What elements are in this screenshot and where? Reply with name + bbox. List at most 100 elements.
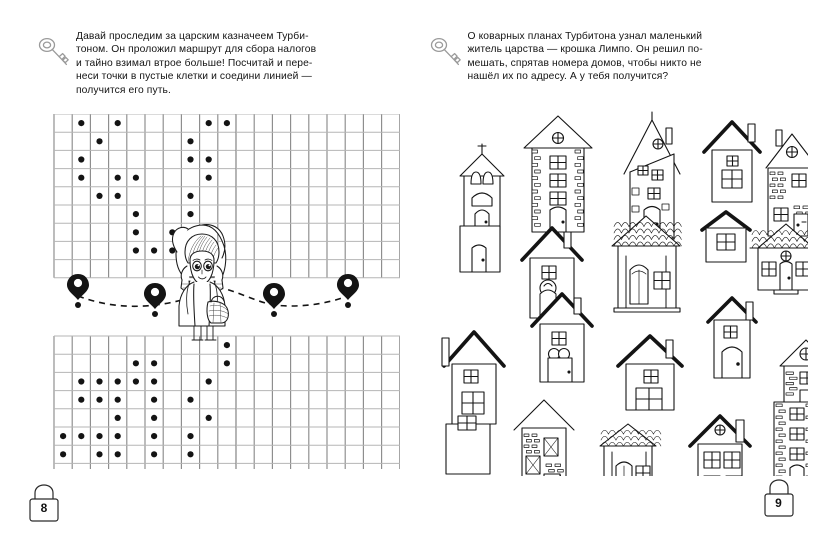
grid-dot: [78, 120, 85, 127]
grid-dot: [205, 174, 212, 181]
grid-dot: [132, 211, 139, 218]
grid-dot: [187, 433, 194, 440]
girl-with-basket: [164, 222, 242, 344]
grid-dot: [114, 414, 121, 421]
house-bell-tower: [458, 143, 505, 231]
house-cross-window: [778, 339, 808, 411]
instruction-line: тоном. Он проложил маршрут для сбора нал…: [76, 44, 317, 56]
grid-dot: [114, 433, 121, 440]
house-black-roof-center: [615, 334, 684, 411]
instruction-line: нашёл их по адресу. А у тебя получится?: [467, 71, 669, 83]
grid-dot: [205, 378, 212, 385]
house-small-plain-left: [458, 225, 501, 273]
grid-dot: [132, 247, 139, 254]
grid-dot: [151, 433, 158, 440]
house-black-roof-narrow-right: [705, 296, 758, 379]
map-pin: [67, 274, 89, 308]
grid-dot: [187, 156, 194, 163]
house-black-roof-small: [701, 120, 762, 203]
right-instruction-text: О коварных планах Турбитона узнал малень…: [468, 30, 780, 84]
instruction-line: житель царства — крошка Лимпо. Он решил …: [467, 44, 703, 56]
grid-dot: [187, 451, 194, 458]
house-plain-rect: [444, 415, 491, 475]
house-brick-cottage: [764, 129, 808, 237]
grid-dot: [96, 378, 103, 385]
instruction-line: Давай проследим за царским казначеем Тур…: [76, 31, 309, 42]
grid-dot: [205, 414, 212, 421]
instruction-line: О коварных планах Турбитона узнал малень…: [467, 31, 703, 42]
house-porch-shingle: [610, 215, 682, 313]
grid-bottom-right-empty-grid: [235, 335, 400, 469]
grid-dot: [114, 192, 121, 199]
page-number-left: 8: [22, 481, 66, 527]
grid-dot: [114, 378, 121, 385]
grid-dot: [78, 378, 85, 385]
house-tall-brick-right: [772, 401, 808, 476]
house-black-roof-tiny: [699, 210, 752, 263]
map-pin: [144, 283, 166, 317]
page-number-right-value: 9: [775, 496, 782, 510]
grid-dot: [151, 451, 158, 458]
left-page: Давай проследим за царским казначеем Тур…: [22, 30, 400, 527]
map-pin: [263, 283, 285, 317]
key-icon: [36, 34, 70, 74]
key-icon: [428, 34, 462, 74]
house-black-roof-steep-left: [440, 330, 506, 425]
grid-dot: [187, 211, 194, 218]
grid-dot: [132, 229, 139, 236]
grid-dot: [223, 342, 230, 349]
left-page-header: Давай проследим за царским казначеем Тур…: [36, 30, 381, 97]
house-wide-villa: [748, 223, 808, 295]
grid-dot: [151, 414, 158, 421]
page-number-left-value: 8: [40, 501, 48, 515]
grid-dot: [223, 360, 230, 367]
grid-dot: [114, 396, 121, 403]
grid-dot: [187, 396, 194, 403]
grid-dot: [132, 360, 139, 367]
grid-dot: [78, 156, 85, 163]
right-page-header: О коварных планах Турбитона узнал малень…: [428, 30, 788, 84]
page-number-right: 9: [757, 476, 801, 522]
left-instruction-text: Давай проследим за царским казначеем Тур…: [76, 30, 376, 97]
grid-dot: [114, 451, 121, 458]
instruction-line: неси точки в пустые клетки и соедини лин…: [76, 71, 312, 83]
grid-dot: [151, 360, 158, 367]
grid-dot: [169, 247, 176, 254]
house-black-roof-mid: [529, 292, 594, 383]
grid-dot: [187, 138, 194, 145]
grid-dot: [187, 192, 194, 199]
grid-dot: [205, 120, 212, 127]
instruction-line: получится его путь.: [76, 84, 171, 96]
grid-dot: [60, 433, 67, 440]
house-porch-shingle-small: [598, 423, 661, 476]
tax-collector-route: [60, 272, 380, 322]
house-tall-apartment: [522, 115, 593, 233]
grid-dot: [96, 451, 103, 458]
grid-top-right-empty-grid: [235, 114, 400, 279]
grid-dot: [78, 396, 85, 403]
map-pin: [337, 274, 359, 308]
instruction-line: и тайно взимал втрое больше! Посчитай и …: [76, 57, 313, 69]
grid-dot: [151, 247, 158, 254]
house-brick-shutters: [512, 399, 575, 476]
grid-dot: [132, 378, 139, 385]
grid-dot: [96, 138, 103, 145]
grid-dot: [96, 433, 103, 440]
grid-dot: [60, 451, 67, 458]
grid-dot: [78, 174, 85, 181]
grid-dot: [223, 120, 230, 127]
grid-dot: [96, 192, 103, 199]
grid-dot: [151, 396, 158, 403]
grid-dot: [114, 120, 121, 127]
grid-dot: [205, 156, 212, 163]
grid-dot: [78, 433, 85, 440]
right-page: О коварных планах Турбитона узнал малень…: [410, 0, 819, 537]
grid-dot: [132, 174, 139, 181]
grid-dot: [151, 378, 158, 385]
grid-dot: [114, 174, 121, 181]
house-black-roof-two-window: [687, 414, 752, 476]
grid-dot: [96, 396, 103, 403]
house-collection: [432, 104, 808, 476]
grid-bottom-left-dotted-grid: [53, 335, 237, 469]
